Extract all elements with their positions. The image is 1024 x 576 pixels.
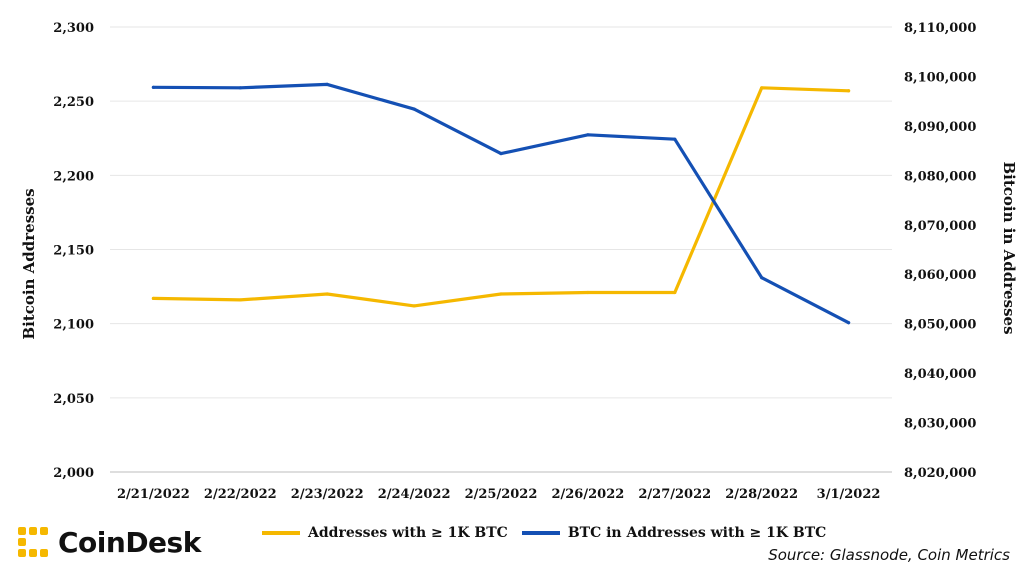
data-point-btc — [760, 276, 764, 280]
y-right-tick-label: 8,110,000 — [904, 21, 976, 36]
y-left-tick-label: 2,300 — [53, 21, 94, 36]
x-tick-label: 2/22/2022 — [204, 487, 277, 502]
legend-swatch-addresses — [262, 531, 300, 535]
y-right-tick-label: 8,060,000 — [904, 268, 976, 283]
data-point-addresses — [151, 296, 156, 301]
x-tick-label: 2/24/2022 — [378, 487, 451, 502]
y-right-tick-label: 8,040,000 — [904, 367, 976, 382]
coindesk-logo: CoinDesk — [16, 522, 201, 562]
legend-item-addresses: Addresses with ≥ 1K BTC — [262, 525, 508, 541]
legend-label-addresses: Addresses with ≥ 1K BTC — [308, 525, 508, 541]
x-tick-label: 2/27/2022 — [638, 487, 711, 502]
data-point-addresses — [412, 304, 416, 308]
y-right-tick-label: 8,070,000 — [904, 219, 976, 234]
y-right-tick-label: 8,100,000 — [904, 70, 976, 85]
data-point-btc — [325, 82, 329, 86]
coindesk-logo-icon — [18, 527, 48, 557]
y-left-tick-label: 2,250 — [53, 95, 94, 110]
data-point-addresses — [673, 290, 677, 295]
series-line-btc — [151, 82, 851, 325]
y-left-tick-label: 2,200 — [53, 169, 94, 184]
data-point-addresses — [760, 86, 764, 90]
y-right-tick-label: 8,080,000 — [904, 169, 976, 184]
data-point-btc — [238, 86, 242, 90]
data-point-btc — [412, 107, 416, 111]
chart-legend: Addresses with ≥ 1K BTC BTC in Addresses… — [262, 521, 832, 545]
y-left-tick-label: 2,150 — [53, 244, 94, 259]
y-left-tick-label: 2,100 — [53, 318, 94, 333]
y-axis-right-title: Bitcoin in Addresses — [1000, 161, 1018, 334]
data-point-btc — [846, 321, 851, 325]
data-point-btc — [586, 133, 590, 137]
y-right-tick-label: 8,030,000 — [904, 417, 976, 432]
data-point-addresses — [238, 298, 242, 302]
x-tick-label: 2/28/2022 — [725, 487, 798, 502]
data-point-addresses — [586, 290, 590, 295]
data-point-btc — [499, 151, 503, 156]
data-point-btc — [673, 137, 677, 141]
source-note: Source: Glassnode, Coin Metrics — [768, 546, 1010, 564]
x-tick-label: 3/1/2022 — [817, 487, 881, 502]
chart-canvas: 2,000 2,050 2,100 2,150 2,200 2,250 2,300 8,020… — [20, 21, 1018, 502]
data-point-btc — [151, 85, 156, 89]
x-tick-label: 2/25/2022 — [465, 487, 538, 502]
series-line-addresses — [151, 86, 851, 308]
legend-swatch-btc — [521, 531, 560, 535]
y-left-tick-label: 2,050 — [53, 392, 94, 407]
y-right-tick-label: 8,090,000 — [904, 120, 976, 135]
brand-name: CoinDesk — [58, 525, 201, 559]
data-point-addresses — [499, 292, 503, 296]
legend-label-btc: BTC in Addresses with ≥ 1K BTC — [567, 525, 827, 541]
x-tick-label: 2/23/2022 — [291, 487, 364, 502]
data-point-addresses — [325, 292, 329, 296]
y-axis-left-title: Bitcoin Addresses — [20, 188, 38, 339]
x-tick-label: 2/26/2022 — [551, 487, 624, 502]
data-point-addresses — [846, 89, 851, 93]
y-right-tick-label: 8,050,000 — [904, 318, 976, 333]
legend-item-btc: BTC in Addresses with ≥ 1K BTC — [521, 525, 827, 541]
x-tick-label: 2/21/2022 — [117, 487, 190, 502]
y-left-tick-label: 2,000 — [53, 466, 94, 481]
y-right-tick-label: 8,020,000 — [904, 466, 976, 481]
